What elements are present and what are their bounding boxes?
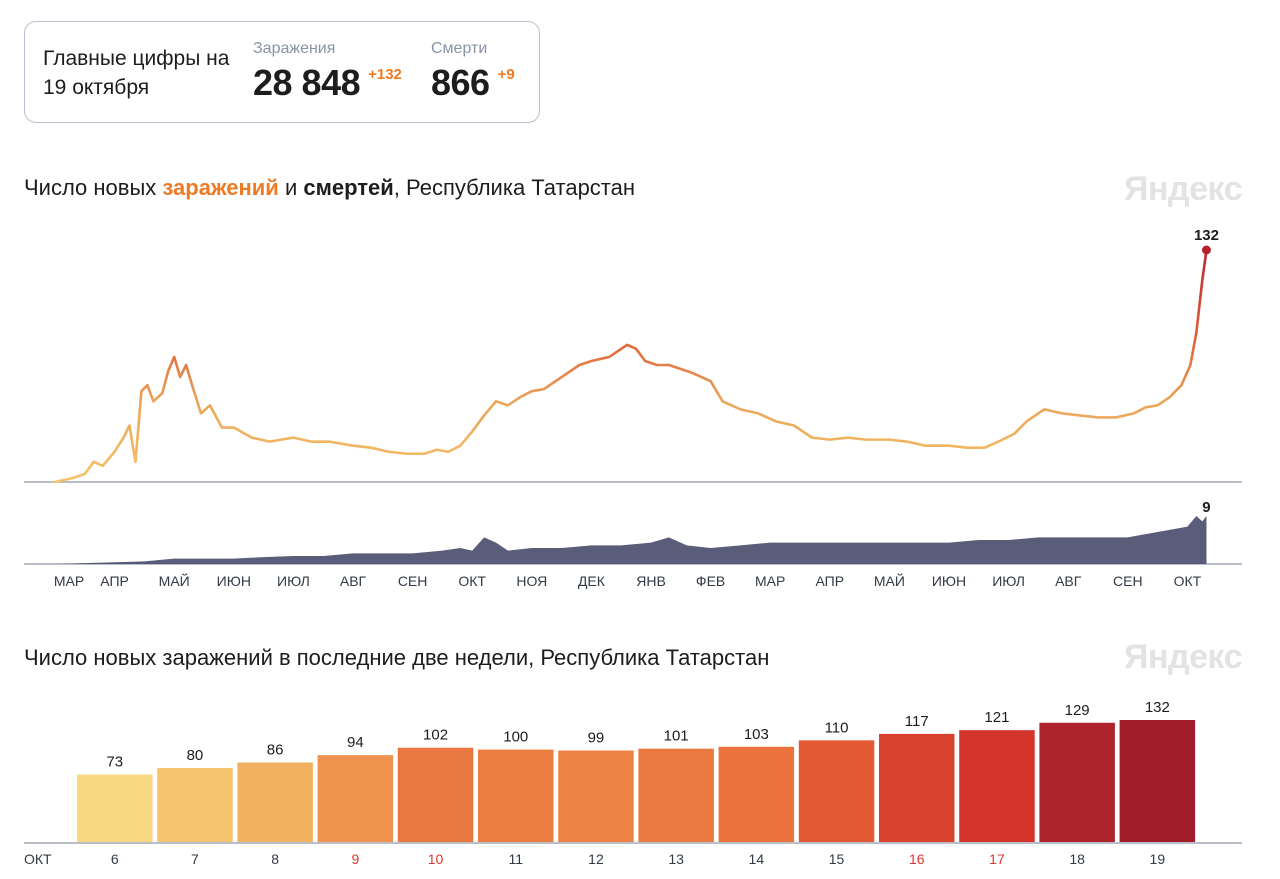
- bar: [237, 762, 313, 842]
- bar: [638, 748, 714, 842]
- month-tick-label: МАЙ: [874, 572, 905, 589]
- chart1-title: Число новых заражений и смертей, Республ…: [24, 175, 635, 201]
- month-tick-label: НОЯ: [516, 573, 547, 589]
- bar-value-label: 100: [503, 729, 528, 746]
- deaths-stat: Смерти 866 +9: [431, 40, 515, 104]
- deaths-label: Смерти: [431, 40, 488, 57]
- bar-category-label: 13: [668, 851, 684, 867]
- chart1-title-deaths: смертей: [303, 175, 394, 200]
- deaths-series-area: [55, 516, 1207, 564]
- bar-category-label: 16: [909, 851, 925, 867]
- chart1-title-pre: Число новых: [24, 175, 163, 200]
- bar: [77, 774, 153, 842]
- bar: [798, 740, 875, 842]
- bar-value-label: 121: [984, 709, 1009, 726]
- cases-series-line: [53, 248, 1208, 484]
- bar-category-label: 17: [989, 851, 1005, 867]
- bar-category-label: 11: [508, 851, 523, 867]
- bar-category-label: 6: [111, 851, 119, 867]
- bar: [558, 750, 634, 842]
- month-tick-label: МАР: [755, 573, 785, 589]
- bar: [718, 746, 795, 842]
- bar-value-label: 101: [664, 728, 689, 745]
- month-tick-label: АПР: [816, 573, 845, 589]
- bar-category-label: 14: [749, 851, 765, 867]
- bar-category-label: 9: [351, 851, 359, 867]
- chart2-title: Число новых заражений в последние две не…: [24, 645, 770, 670]
- bar: [317, 755, 394, 842]
- bar-value-label: 102: [423, 727, 448, 744]
- bar-value-label: 80: [187, 747, 204, 764]
- month-tick-label: ИЮЛ: [992, 573, 1025, 589]
- month-tick-label: ОКТ: [458, 573, 486, 589]
- bar: [157, 768, 233, 842]
- deaths-total: 866: [431, 62, 490, 103]
- bar-category-label: 19: [1150, 851, 1166, 867]
- cases-deaths-chart: 132 9 МАР АПР МАЙ ИЮН ИЮЛ АВГ СЕН ОКТ НОЯ ДЕК ЯНВ ФЕВ…: [24, 227, 1242, 589]
- cases-stat: Заражения 28 848 +132: [253, 40, 402, 104]
- summary-title: Главные цифры на 19 октября: [43, 47, 230, 99]
- month-tick-label: АВГ: [340, 573, 367, 589]
- summary-card: Главные цифры на 19 октября Заражения 28…: [24, 21, 540, 123]
- bar-category-label: 15: [829, 851, 845, 867]
- month-tick-label: ЯНВ: [636, 573, 666, 589]
- bar-value-label: 103: [744, 726, 769, 743]
- month-tick-label: СЕН: [1113, 573, 1143, 589]
- cases-label: Заражения: [253, 40, 336, 57]
- bar-category-label: 7: [191, 851, 199, 867]
- bar-value-label: 73: [106, 754, 123, 771]
- bars-month-label: ОКТ: [24, 851, 52, 867]
- deaths-last-label: 9: [1202, 499, 1210, 516]
- cases-delta: +132: [368, 66, 402, 83]
- month-tick-label: ИЮН: [217, 573, 251, 589]
- chart1-title-post: , Республика Татарстан: [393, 175, 636, 200]
- yandex-watermark-1: Яндекс: [1124, 170, 1242, 208]
- bar-category-label: 10: [428, 851, 444, 867]
- month-tick-label: ФЕВ: [696, 573, 725, 589]
- month-tick-label: АВГ: [1055, 573, 1082, 589]
- bar-category-label: 8: [271, 851, 279, 867]
- bar-category-label: 12: [588, 851, 604, 867]
- month-tick-label: АПР: [100, 573, 129, 589]
- bar: [1119, 720, 1196, 842]
- deaths-delta: +9: [497, 66, 515, 83]
- month-tick-label: ИЮН: [932, 573, 966, 589]
- bar-value-label: 94: [347, 734, 364, 751]
- month-tick-label: ДЕК: [578, 573, 606, 589]
- bar: [959, 730, 1035, 842]
- yandex-watermark-2: Яндекс: [1124, 638, 1242, 676]
- bar-value-label: 132: [1145, 699, 1170, 716]
- cases-last-label: 132: [1194, 227, 1219, 244]
- bar-value-label: 86: [267, 742, 284, 759]
- month-tick-label: СЕН: [398, 573, 428, 589]
- chart1-title-cases: заражений: [162, 175, 279, 200]
- bar: [478, 749, 554, 842]
- chart1-title-mid: и: [278, 175, 304, 200]
- month-tick-label: ОКТ: [1174, 573, 1202, 589]
- month-tick-label: МАЙ: [159, 572, 190, 589]
- month-tick-label: ИЮЛ: [277, 573, 310, 589]
- bar-value-label: 110: [825, 719, 849, 736]
- bar-value-label: 117: [905, 713, 929, 730]
- bar: [1039, 722, 1115, 842]
- cases-total: 28 848: [253, 62, 361, 103]
- bar-value-label: 129: [1065, 702, 1090, 719]
- bar-category-label: 18: [1069, 851, 1085, 867]
- month-tick-label: МАР: [54, 573, 84, 589]
- bar-value-label: 99: [588, 730, 605, 747]
- bar: [879, 733, 955, 842]
- bar: [397, 747, 474, 842]
- cases-last-point: [1201, 245, 1211, 255]
